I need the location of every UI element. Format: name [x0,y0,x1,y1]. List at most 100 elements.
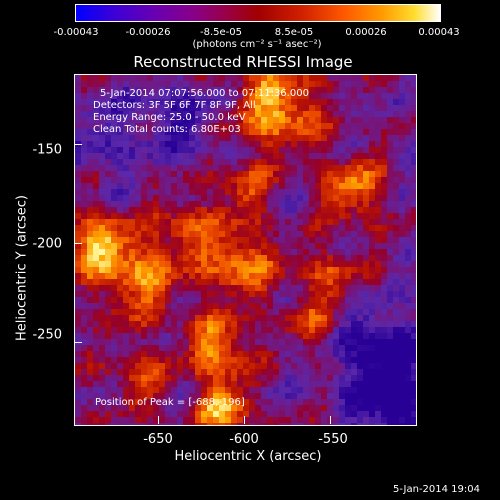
image-pixel [147,183,153,189]
image-pixel [291,147,297,153]
image-pixel [183,249,189,255]
image-pixel [279,219,285,225]
image-pixel [399,315,405,321]
image-pixel [345,285,351,291]
image-pixel [201,195,207,201]
image-pixel [183,285,189,291]
image-pixel [81,117,87,123]
image-pixel [129,87,135,93]
image-pixel [363,129,369,135]
image-pixel [93,345,99,351]
image-pixel [165,219,171,225]
image-pixel [291,411,297,417]
image-pixel [411,423,416,425]
image-pixel [297,129,303,135]
image-pixel [159,219,165,225]
image-pixel [279,249,285,255]
image-pixel [207,219,213,225]
image-pixel [393,369,399,375]
image-pixel [363,87,369,93]
image-pixel [153,231,159,237]
image-pixel [387,147,393,153]
image-pixel [393,87,399,93]
image-pixel [135,237,141,243]
image-pixel [87,417,93,423]
image-pixel [255,249,261,255]
image-pixel [327,405,333,411]
image-pixel [399,393,405,399]
image-pixel [399,129,405,135]
image-pixel [399,93,405,99]
image-pixel [129,261,135,267]
image-pixel [285,243,291,249]
image-pixel [183,405,189,411]
image-pixel [243,147,249,153]
image-pixel [201,411,207,417]
image-pixel [393,297,399,303]
image-pixel [219,345,225,351]
colorbar-tick: 8.5e-05 [274,27,314,38]
image-pixel [195,243,201,249]
image-pixel [321,315,327,321]
image-pixel [387,291,393,297]
image-pixel [375,381,381,387]
image-pixel [411,351,416,357]
image-pixel [393,381,399,387]
image-pixel [375,75,381,81]
image-pixel [117,237,123,243]
image-pixel [291,357,297,363]
image-pixel [171,255,177,261]
image-pixel [87,309,93,315]
image-pixel [297,273,303,279]
image-pixel [303,255,309,261]
image-pixel [87,117,93,123]
image-pixel [237,351,243,357]
image-pixel [99,183,105,189]
image-pixel [411,141,416,147]
image-pixel [147,399,153,405]
image-pixel [303,399,309,405]
image-pixel [75,147,81,153]
image-pixel [303,123,309,129]
image-pixel [315,189,321,195]
image-pixel [135,375,141,381]
image-pixel [105,303,111,309]
image-pixel [369,327,375,333]
image-pixel [87,231,93,237]
image-pixel [141,195,147,201]
image-pixel [201,123,207,129]
y-tick-label: -250 [32,327,62,343]
image-pixel [225,99,231,105]
image-pixel [201,333,207,339]
image-pixel [201,315,207,321]
image-pixel [387,201,393,207]
image-pixel [345,87,351,93]
image-pixel [381,141,387,147]
image-pixel [231,249,237,255]
image-pixel [237,411,243,417]
image-pixel [111,255,117,261]
image-pixel [231,309,237,315]
image-pixel [81,351,87,357]
image-pixel [153,333,159,339]
image-pixel [291,393,297,399]
image-pixel [93,261,99,267]
image-pixel [219,243,225,249]
image-pixel [99,309,105,315]
image-pixel [345,369,351,375]
image-pixel [309,75,315,81]
image-pixel [123,237,129,243]
image-pixel [309,159,315,165]
image-pixel [87,339,93,345]
image-pixel [405,285,411,291]
image-pixel [321,171,327,177]
image-pixel [303,327,309,333]
image-pixel [225,387,231,393]
image-pixel [387,177,393,183]
image-pixel [159,141,165,147]
image-pixel [111,303,117,309]
image-pixel [81,279,87,285]
image-pixel [369,381,375,387]
image-pixel [279,207,285,213]
image-pixel [393,111,399,117]
